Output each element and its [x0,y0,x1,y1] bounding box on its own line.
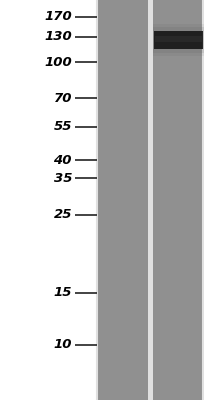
Text: 70: 70 [53,92,72,104]
Bar [153,27,204,53]
Bar [153,24,204,56]
Text: 170: 170 [44,10,72,24]
Text: 25: 25 [53,208,72,222]
Text: 15: 15 [53,286,72,300]
Text: 35: 35 [53,172,72,184]
Bar [148,0,153,400]
Bar [154,31,203,49]
Text: 10: 10 [53,338,72,352]
Text: 130: 130 [44,30,72,44]
Bar [97,0,204,400]
Text: 40: 40 [53,154,72,166]
Text: 100: 100 [44,56,72,68]
Bar [155,36,202,42]
Text: 55: 55 [53,120,72,134]
